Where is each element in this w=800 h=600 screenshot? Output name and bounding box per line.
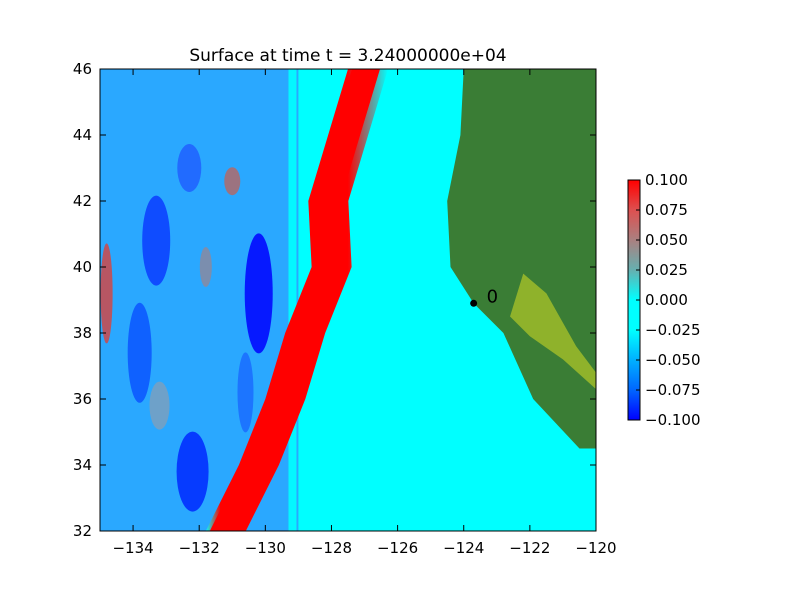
wave-blob (142, 195, 171, 286)
colorbar-tick-label: 0.050 (645, 231, 688, 249)
colorbar-tick-label: −0.075 (645, 381, 701, 399)
central-valley-lowland (510, 273, 596, 390)
colorbar-ticks: 0.100 0.075 0.050 0.025 0.000 −0.025 −0.050 −0.… (636, 171, 701, 429)
gauge-label: 0 (487, 286, 498, 307)
colorbar-tick-label: 0.000 (645, 291, 688, 309)
wave-blob (149, 381, 170, 430)
wave-blob (224, 167, 241, 196)
wave-blob (244, 233, 273, 354)
colorbar-tick-label: 0.100 (645, 171, 688, 189)
y-tick-label: 42 (73, 192, 92, 210)
chart-title: Surface at time t = 3.24000000e+04 (189, 46, 506, 66)
x-tick-label: −126 (377, 539, 418, 557)
x-tick-label: −122 (509, 539, 550, 557)
x-tick-label: −128 (311, 539, 352, 557)
wave-field-west (100, 69, 299, 531)
wave-blob (176, 431, 209, 512)
wave-crest-core (209, 69, 380, 531)
x-tick-label: −132 (179, 539, 220, 557)
y-tick-label: 40 (73, 258, 92, 276)
colorbar-tick-label: −0.050 (645, 351, 701, 369)
y-tick-label: 44 (73, 126, 92, 144)
x-tick-label: −120 (575, 539, 616, 557)
y-tick-label: 46 (73, 60, 92, 78)
plot-area: 0 (100, 69, 596, 531)
wave-blob (127, 302, 152, 403)
wave-blob (100, 243, 113, 344)
y-tick-label: 34 (73, 456, 92, 474)
y-tick-label: 38 (73, 324, 92, 342)
gauge-marker (470, 299, 478, 307)
wave-blob (199, 247, 212, 287)
colorbar-tick-label: 0.025 (645, 261, 688, 279)
y-tick-label: 32 (73, 522, 92, 540)
colorbar: 0.100 0.075 0.050 0.025 0.000 −0.025 −0.050 −0.… (627, 171, 701, 429)
colorbar-tick-label: 0.075 (645, 201, 688, 219)
x-tick-label: −130 (245, 539, 286, 557)
plot-frame (99, 68, 597, 532)
y-tick-label: 36 (73, 390, 92, 408)
x-tick-label: −124 (443, 539, 484, 557)
wave-blob (177, 144, 202, 192)
colorbar-tick-label: −0.100 (645, 411, 701, 429)
crest-leading-edge (288, 69, 297, 531)
x-axis: −134 −132 −130 −128 −126 −124 −122 −120 (112, 69, 617, 557)
x-tick-label: −134 (112, 539, 153, 557)
y-axis: 32 34 36 38 40 42 44 46 (73, 60, 596, 540)
wave-blob (237, 352, 254, 433)
colorbar-tick-label: −0.025 (645, 321, 701, 339)
